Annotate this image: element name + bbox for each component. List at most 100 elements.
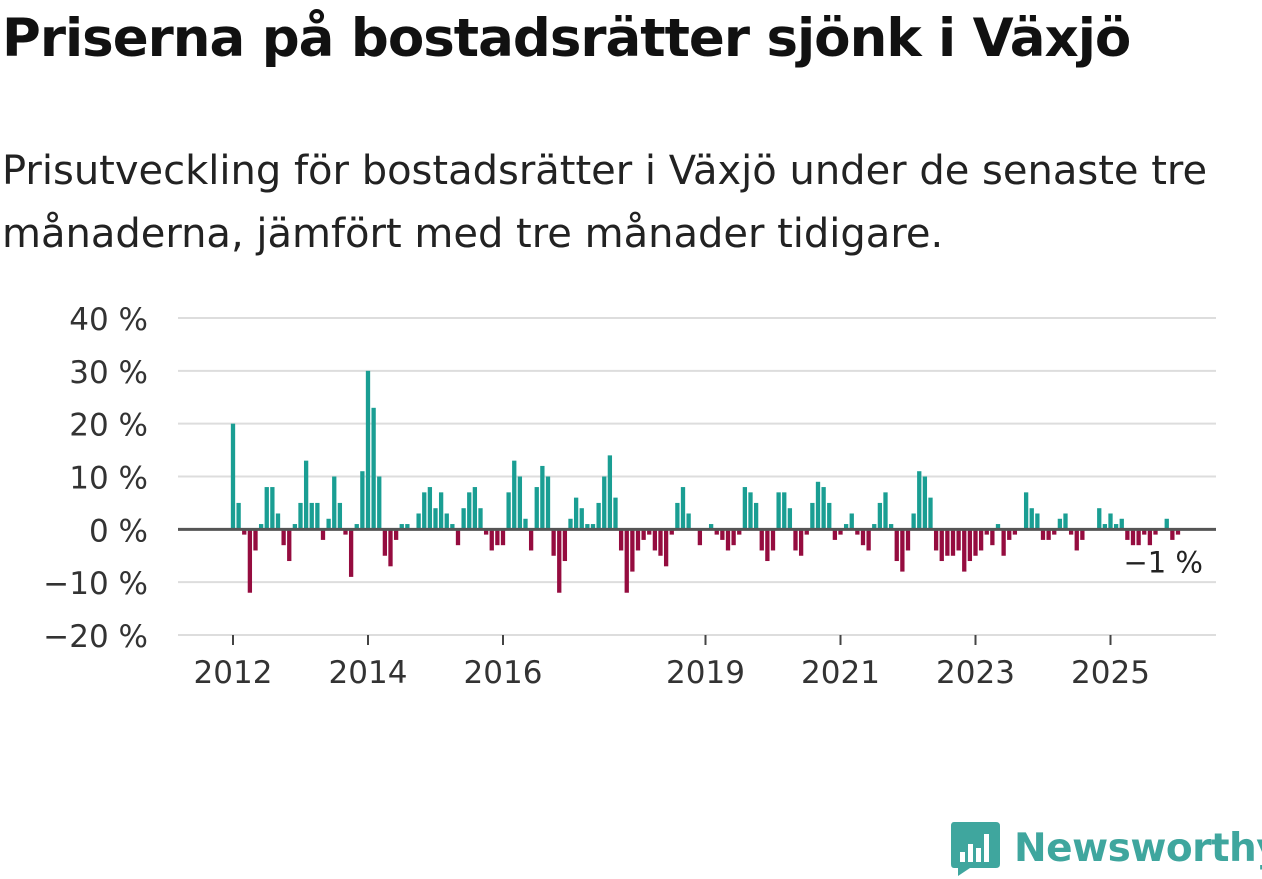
- bar: [1029, 508, 1034, 530]
- bar: [1170, 529, 1175, 540]
- bar: [832, 529, 838, 540]
- bar: [950, 529, 956, 556]
- bar: [253, 529, 258, 551]
- bar: [528, 529, 534, 551]
- bar: [753, 502, 759, 530]
- chart-subtitle: Prisutveckling för bostadsrätter i Växjö…: [2, 148, 1208, 257]
- bar: [1063, 513, 1068, 530]
- bar: [1046, 529, 1051, 540]
- bar: [1108, 513, 1113, 530]
- bar: [838, 529, 843, 535]
- bar: [258, 524, 264, 530]
- bar: [326, 518, 331, 530]
- bar: [281, 529, 286, 546]
- bar: [1147, 529, 1153, 546]
- bar: [1153, 529, 1158, 535]
- bar: [680, 487, 686, 530]
- bar: [292, 524, 298, 530]
- bar: [1119, 518, 1124, 530]
- bar: [905, 529, 911, 551]
- bar: [900, 529, 905, 572]
- bar: [270, 487, 275, 530]
- bar: [945, 529, 950, 556]
- bar: [573, 497, 579, 530]
- bar: [1113, 524, 1119, 530]
- y-tick-label: −20 %: [43, 619, 148, 655]
- x-tick-label: 2023: [936, 655, 1015, 691]
- bars: [230, 370, 1181, 593]
- bar: [1175, 529, 1181, 535]
- y-axis: 40 % 30 % 20 % 10 % 0 % −10 % −20 %: [43, 302, 148, 655]
- bar: [635, 529, 641, 551]
- bar: [360, 471, 365, 530]
- bar: [984, 529, 989, 535]
- y-tick-label: 20 %: [69, 408, 148, 444]
- brand[interactable]: Newsworthy: [950, 818, 1262, 878]
- x-axis: 2012 2014 2016 2019 2021 2023 2025: [194, 635, 1150, 691]
- bar: [247, 529, 253, 593]
- bar: [849, 513, 854, 530]
- bar: [888, 524, 894, 530]
- bar: [320, 529, 326, 540]
- bar: [708, 524, 714, 530]
- bar: [365, 370, 371, 530]
- brand-name: Newsworthy: [1014, 825, 1262, 871]
- bar: [590, 524, 596, 530]
- x-tick-label: 2019: [666, 655, 745, 691]
- bar: [230, 423, 236, 530]
- bar: [962, 529, 967, 572]
- bar: [551, 529, 556, 556]
- bar: [354, 524, 359, 530]
- bar: [568, 518, 573, 530]
- bar: [810, 502, 815, 530]
- bar: [872, 524, 877, 530]
- bar: [630, 529, 635, 572]
- bar: [534, 487, 539, 530]
- bar: [427, 487, 433, 530]
- bar: [287, 529, 292, 562]
- bar: [309, 502, 314, 530]
- bar: [731, 529, 736, 546]
- bar: [658, 529, 663, 556]
- x-tick-label: 2016: [464, 655, 543, 691]
- bar: [461, 508, 466, 530]
- bar: [489, 529, 494, 551]
- bar: [782, 492, 787, 530]
- bar: [843, 524, 849, 530]
- bar: [1068, 529, 1074, 535]
- bar: [242, 529, 247, 535]
- bar: [725, 529, 731, 551]
- bar: [663, 529, 669, 567]
- bar: [483, 529, 489, 535]
- grid-lines: [178, 317, 1216, 636]
- bar: [545, 476, 551, 530]
- bar: [348, 529, 354, 577]
- bar: [787, 508, 793, 530]
- bar: [472, 487, 478, 530]
- bar: [1097, 508, 1102, 530]
- bar: [1001, 529, 1006, 556]
- bar: [1130, 529, 1136, 546]
- y-tick-label: 30 %: [69, 355, 148, 391]
- bar: [720, 529, 725, 540]
- bar: [855, 529, 860, 535]
- bar: [478, 508, 483, 530]
- bar: [399, 524, 404, 530]
- bar: [1012, 529, 1018, 535]
- bar: [264, 487, 269, 530]
- bar: [1023, 492, 1029, 530]
- bar-chart: 40 %30 %20 %10 %0 %−10 %−20 % 2012 2014 20…: [43, 302, 1216, 691]
- bar: [967, 529, 973, 562]
- bar: [1136, 529, 1141, 546]
- bar: [444, 513, 449, 530]
- bar: [894, 529, 899, 562]
- bar: [911, 513, 916, 530]
- bar: [883, 492, 888, 530]
- bar: [602, 476, 607, 530]
- x-tick-label: 2012: [194, 655, 273, 691]
- bar: [613, 497, 618, 530]
- bar: [1125, 529, 1130, 540]
- bar: [798, 529, 804, 556]
- bar: [748, 492, 753, 530]
- bar: [978, 529, 984, 551]
